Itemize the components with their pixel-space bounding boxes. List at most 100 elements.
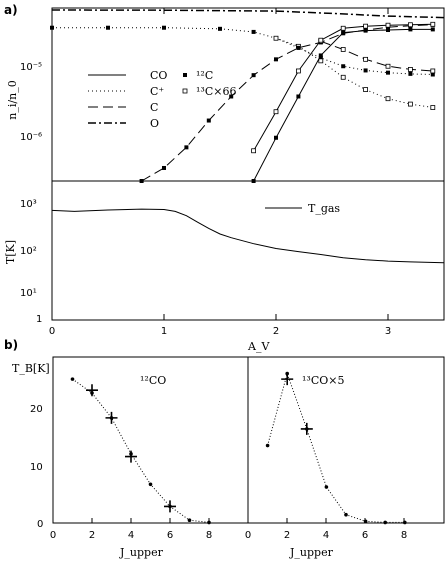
a-top-c-12c-point-6 <box>274 57 278 62</box>
a-top-c-12c-point-2 <box>184 145 189 150</box>
chart-b-ytick-10: 10 <box>30 462 43 473</box>
chart-a-top-ylabel: n_i/n_0 <box>6 80 19 119</box>
chart-a-bottom-ytick-1000: 10³ <box>20 199 37 210</box>
chart-a-bottom-xtick-3: 3 <box>385 326 391 337</box>
chart-b-ytick-20: 20 <box>30 404 43 415</box>
a-top-c-12c-point-10 <box>386 70 390 75</box>
a-top-c-13c-x66-line <box>320 40 433 72</box>
a-top-c-13c-x66-point-1 <box>340 47 346 52</box>
a-top-c-13c-x66-point-3 <box>340 74 346 80</box>
a-top-c-12c-line <box>52 27 433 75</box>
b-12co-observed-point-3 <box>164 500 176 513</box>
legend-13c-marker <box>182 88 188 94</box>
a-top-c-12c-point-3 <box>218 26 222 31</box>
chart-b-13co-xtick-0: 0 <box>245 530 251 541</box>
a-top-co-12c-point-6 <box>386 27 390 32</box>
chart-a-bottom-ytick-1: 1 <box>36 314 42 325</box>
chart-b-12co-xtick-8: 8 <box>206 530 212 541</box>
a-top-c-12c-point-2 <box>162 25 166 30</box>
a-top-c-13c-x66-point-4 <box>363 87 369 92</box>
panel-a-label: a) <box>4 3 18 17</box>
a-top-c-13c-x66-point-2 <box>363 56 369 62</box>
a-top-co-12c-point-5 <box>363 28 368 33</box>
chart-b-12co-xtick-6: 6 <box>167 530 173 541</box>
chart-a-bottom-ytick-10: 10¹ <box>20 288 37 299</box>
chart-a-bottom: T[K] 10³ 10² 10¹ 1 0 1 2 3 A_V T_gas <box>4 8 445 353</box>
a-top-c-13c-x66-line <box>275 37 433 108</box>
a-top-co-12c-point-4 <box>341 30 346 35</box>
a-top-c-13c-x66-point-3 <box>385 63 391 69</box>
chart-a-bottom-ytick-100: 10² <box>20 246 37 257</box>
a-top-c-13c-x66-point-5 <box>385 96 391 102</box>
b-13co-model-point-6 <box>383 520 388 525</box>
chart-a-top: n_i/n_0 10⁻⁵ 10⁻⁶ CO C⁺ C O ¹²C ¹³C×66 <box>6 7 445 183</box>
chart-a-bottom-xtick-2: 2 <box>273 326 279 337</box>
a-top-c-13c-x66-point-7 <box>430 105 436 110</box>
a-top-c-12c-point-5 <box>251 73 256 78</box>
a-top-co-13c-x66-point-8 <box>430 21 436 27</box>
chart-a-bottom-plot-area <box>51 8 445 320</box>
a-top-c-13c-x66-point-6 <box>407 101 413 107</box>
b-13co-observed-point-1 <box>300 422 313 435</box>
chart-a-top-plot-area <box>50 9 445 183</box>
a-top-co-13c-x66-line <box>253 23 433 152</box>
chart-b-12co-title: ¹²CO <box>140 374 166 387</box>
a-top-co-13c-x66-point-0 <box>251 148 257 154</box>
b-13co-model-line <box>267 371 405 523</box>
a-top-co-13c-x66-point-4 <box>340 25 346 31</box>
a-top-c-12c-point-4 <box>229 94 234 99</box>
a-top-c-12c-point-11 <box>408 71 413 76</box>
b-13co-model-point-0 <box>265 443 270 448</box>
chart-a-top-legend: CO C⁺ C O ¹²C ¹³C×66 <box>88 69 236 130</box>
chart-b-plot-area <box>52 371 407 525</box>
a-top-co-12c-point-8 <box>430 27 435 32</box>
a-bottom-t-gas-line <box>51 208 445 264</box>
chart-b-12co-xtick-2: 2 <box>89 530 95 541</box>
chart-b-12co-xtick-0: 0 <box>50 530 56 541</box>
chart-b-13co-xtick-2: 2 <box>284 530 290 541</box>
a-top-c-12c-point-12 <box>430 72 435 77</box>
a-top-co-13c-x66-point-5 <box>363 23 369 29</box>
a-top-co-12c-point-7 <box>408 27 413 32</box>
a-top-c-12c-point-1 <box>162 165 166 170</box>
a-top-o-line <box>51 9 445 19</box>
b-12co-observed-point-1 <box>105 411 118 424</box>
a-top-c-12c-point-8 <box>341 64 346 69</box>
a-top-co-12c-point-2 <box>296 94 301 99</box>
a-top-c-13c-x66-point-4 <box>407 67 413 72</box>
a-top-co-13c-x66-point-2 <box>295 68 301 74</box>
legend-12c-label: ¹²C <box>196 69 213 82</box>
legend-co-label: CO <box>150 69 167 82</box>
chart-b: T_B[K] 20 10 0 ¹²CO ¹³CO×5 0 2 4 6 8 0 2… <box>12 356 445 559</box>
chart-a-bottom-xtick-0: 0 <box>49 326 55 337</box>
legend-tgas-label: T_gas <box>308 202 340 215</box>
a-top-c-12c-point-3 <box>206 118 211 123</box>
chart-a-bottom-xtick-1: 1 <box>161 326 167 337</box>
chart-b-12co-xlabel: J_upper <box>119 546 164 559</box>
a-top-c-12c-point-0 <box>50 25 54 30</box>
b-13co-model-point-4 <box>344 512 348 517</box>
chart-b-13co-xtick-6: 6 <box>362 530 368 541</box>
a-top-c-12c-point-4 <box>251 29 256 34</box>
chart-a-top-ytick-1: 10⁻⁵ <box>20 62 42 73</box>
b-12co-observed-point-2 <box>125 450 137 463</box>
chart-a-top-frame <box>51 7 445 182</box>
chart-a-bottom-frame <box>51 180 445 321</box>
chart-a-bottom-ylabel: T[K] <box>4 240 17 264</box>
a-top-co-13c-x66-point-3 <box>318 37 324 43</box>
legend-13c-label: ¹³C×66 <box>196 85 236 98</box>
chart-b-12co-xtick-4: 4 <box>128 530 134 541</box>
a-top-c-12c-point-7 <box>318 55 323 60</box>
a-top-c-13c-x66-point-5 <box>430 68 436 74</box>
legend-c-label: C <box>150 101 158 114</box>
b-12co-model-line <box>72 378 210 523</box>
a-top-c-12c-point-1 <box>106 25 110 30</box>
b-12co-model-point-4 <box>148 482 153 487</box>
a-top-c-12c-point-9 <box>363 68 368 73</box>
b-13co-model-point-5 <box>363 519 368 524</box>
a-top-c-13c-x66-point-2 <box>318 58 324 64</box>
chart-b-13co-xtick-8: 8 <box>401 530 407 541</box>
a-top-co-13c-x66-point-6 <box>385 22 391 28</box>
chart-b-13co-xlabel: J_upper <box>289 546 334 559</box>
